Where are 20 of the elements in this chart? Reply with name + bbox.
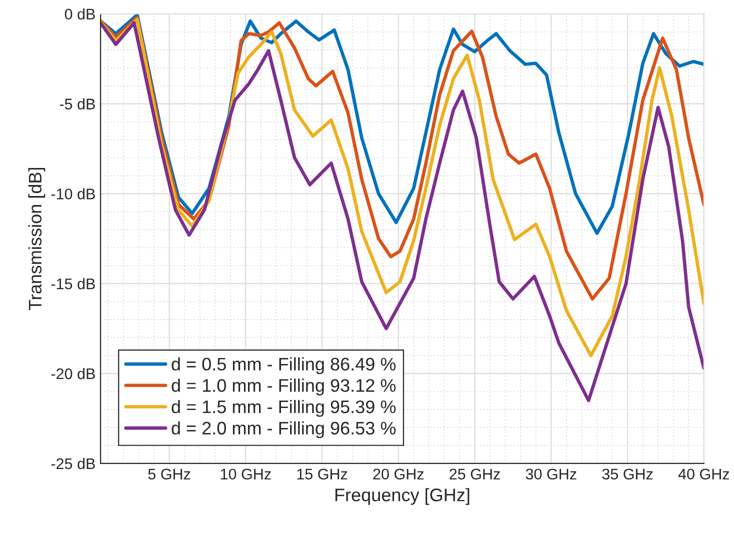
x-tick-label: 10 GHz [220, 468, 271, 480]
y-tick-label: -15 dB [51, 278, 95, 290]
x-tick-label: 20 GHz [373, 468, 424, 480]
x-tick-label: 15 GHz [297, 468, 348, 480]
x-tick-label: 40 GHz [678, 468, 730, 480]
legend-label: d = 0.5 mm - Filling 86.49 % [172, 357, 396, 374]
legend-label: d = 1.0 mm - Filling 93.12 % [172, 378, 396, 396]
y-tick-label: -10 dB [51, 188, 95, 200]
x-tick-label: 5 GHz [148, 468, 190, 480]
x-tick-label: 25 GHz [450, 468, 500, 480]
x-tick-label: 35 GHz [602, 468, 653, 480]
legend-label: d = 2.0 mm - Filling 96.53 % [172, 421, 396, 438]
legend-label: d = 1.5 mm - Filling 95.39 % [172, 400, 396, 417]
x-axis-title: Frequency [GHz] [335, 488, 470, 505]
y-tick-label: -5 dB [60, 98, 95, 110]
y-tick-label: 0 dB [64, 8, 95, 20]
y-tick-label: -25 dB [51, 458, 95, 470]
y-axis-title: Transmission [dB] [28, 168, 46, 310]
y-tick-label: -20 dB [51, 368, 95, 380]
x-tick-label: 30 GHz [526, 468, 576, 480]
